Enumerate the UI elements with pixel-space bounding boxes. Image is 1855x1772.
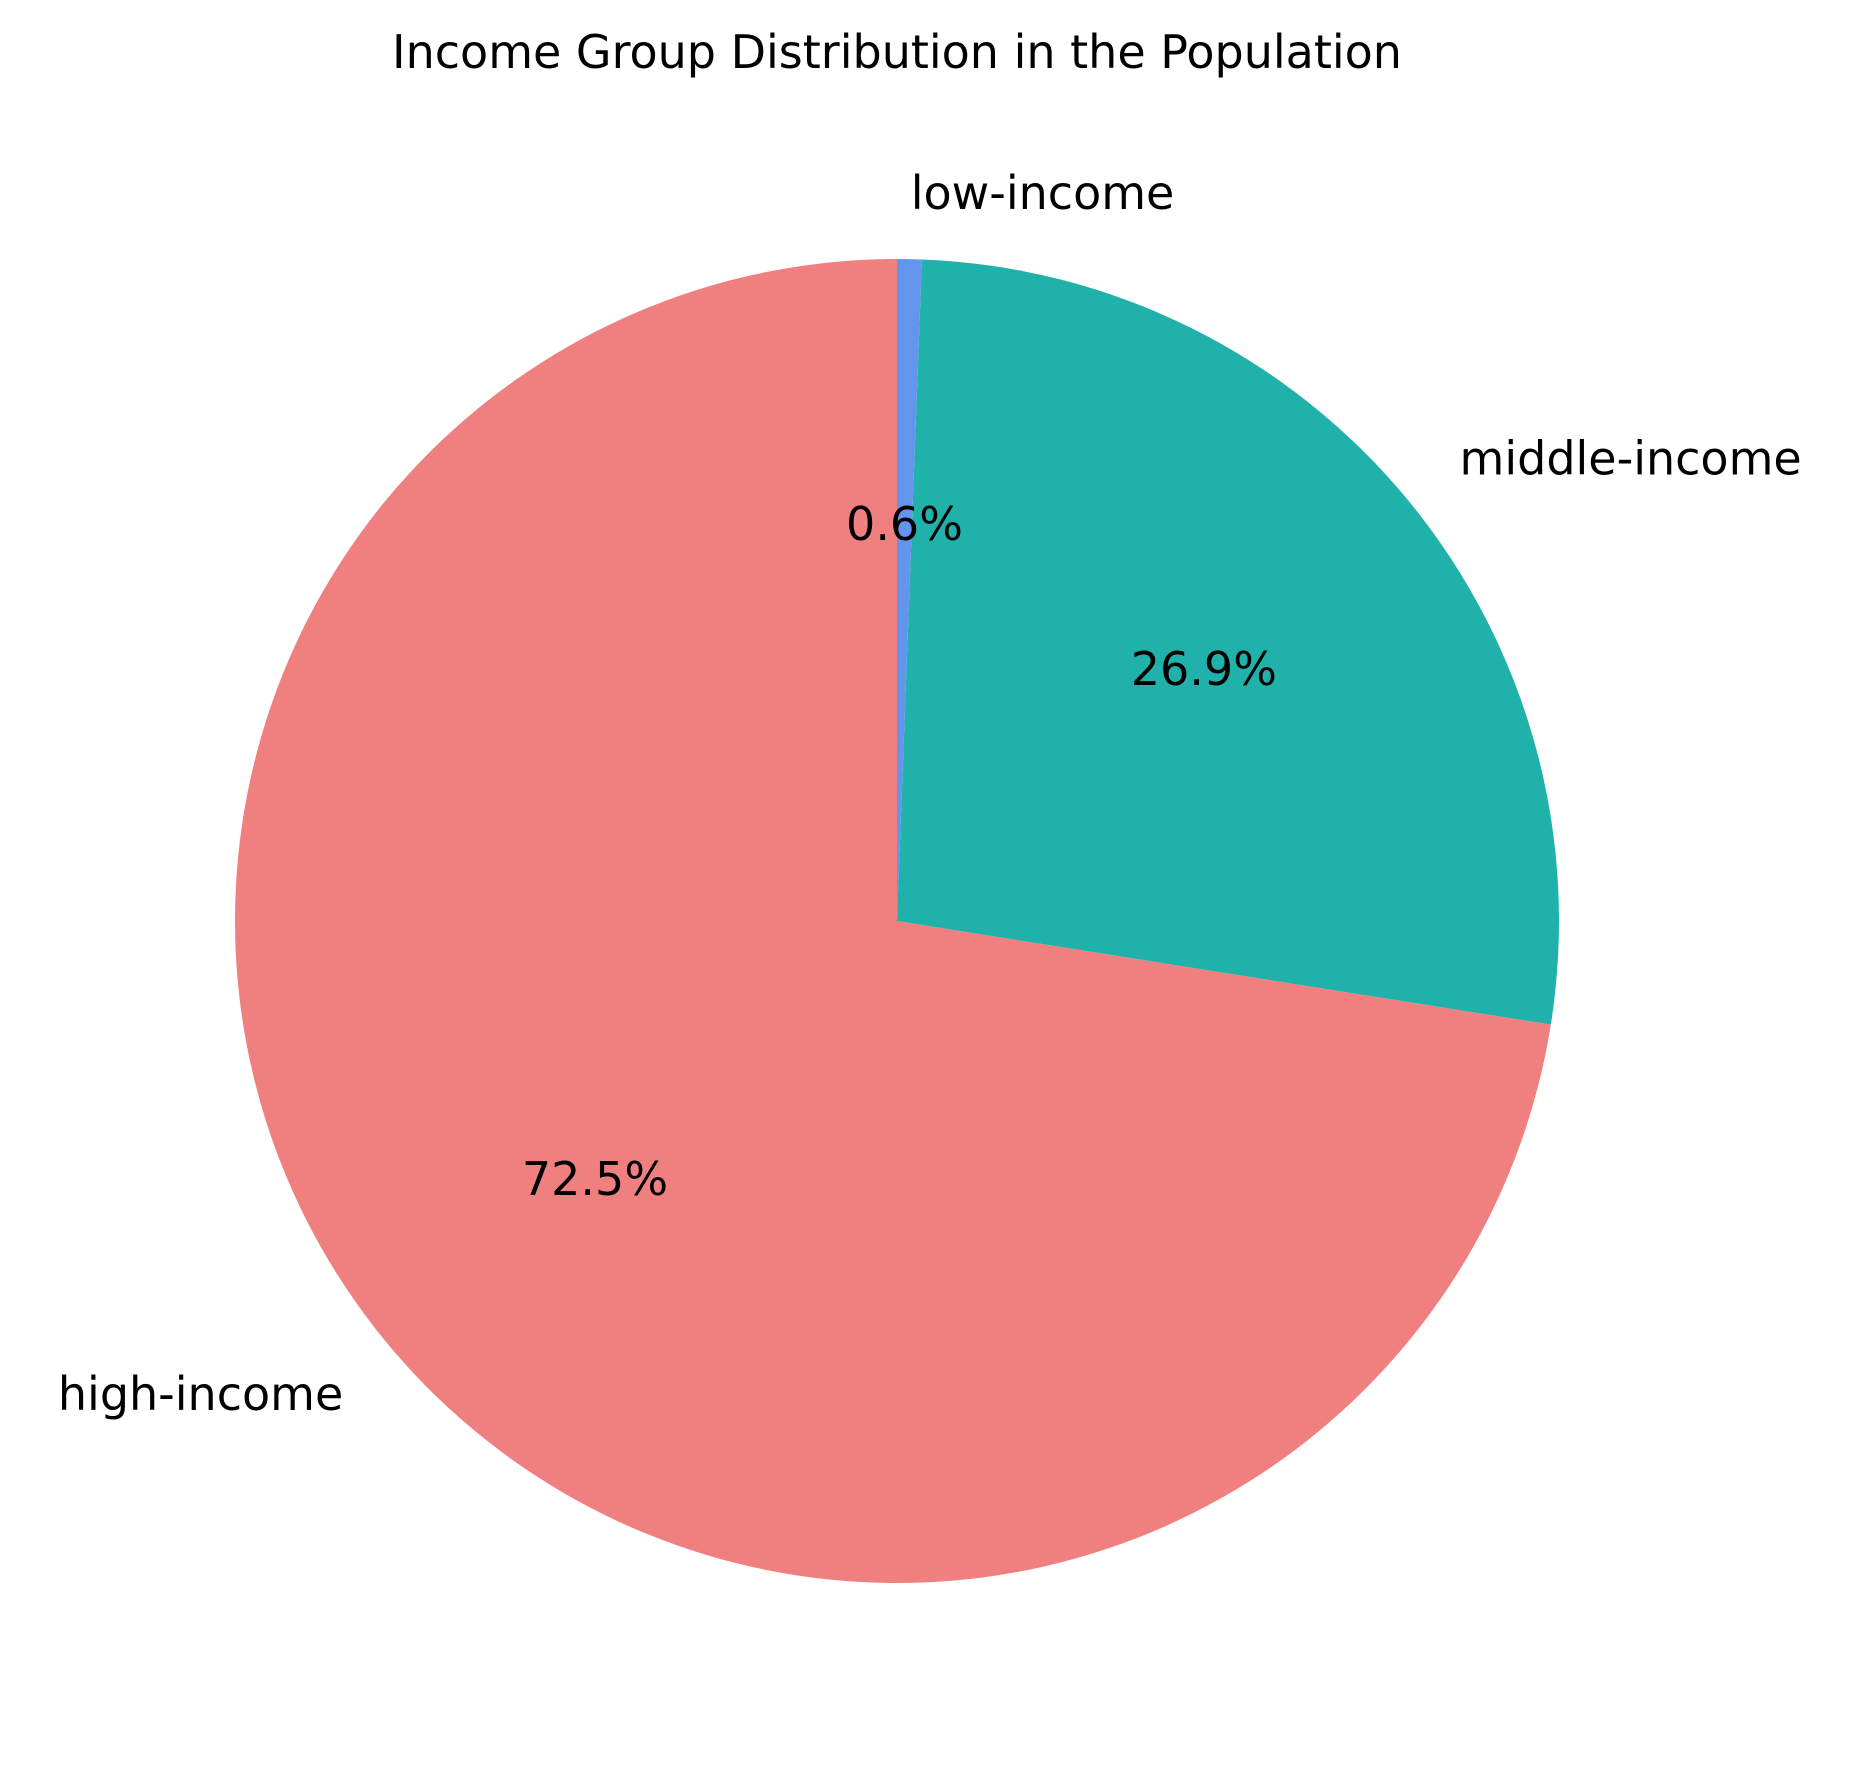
pct-label-low-income: 0.6% [846, 497, 963, 551]
pct-label-high-income: 72.5% [522, 1152, 668, 1206]
pie-slice-low-income [897, 259, 922, 921]
pie-labels: high-income 72.5% middle-income 26.9% low-in… [58, 166, 1802, 1421]
chart-title: Income Group Distribution in the Populat… [392, 25, 1402, 79]
slice-label-middle-income: middle-income [1460, 432, 1802, 486]
slice-label-high-income: high-income [58, 1367, 343, 1421]
pie-slice-high-income [234, 259, 1551, 1583]
pct-label-middle-income: 26.9% [1131, 642, 1277, 696]
pie-slice-middle-income [897, 259, 1560, 1025]
pie-slices [234, 259, 1560, 1583]
slice-label-low-income: low-income [911, 166, 1175, 220]
